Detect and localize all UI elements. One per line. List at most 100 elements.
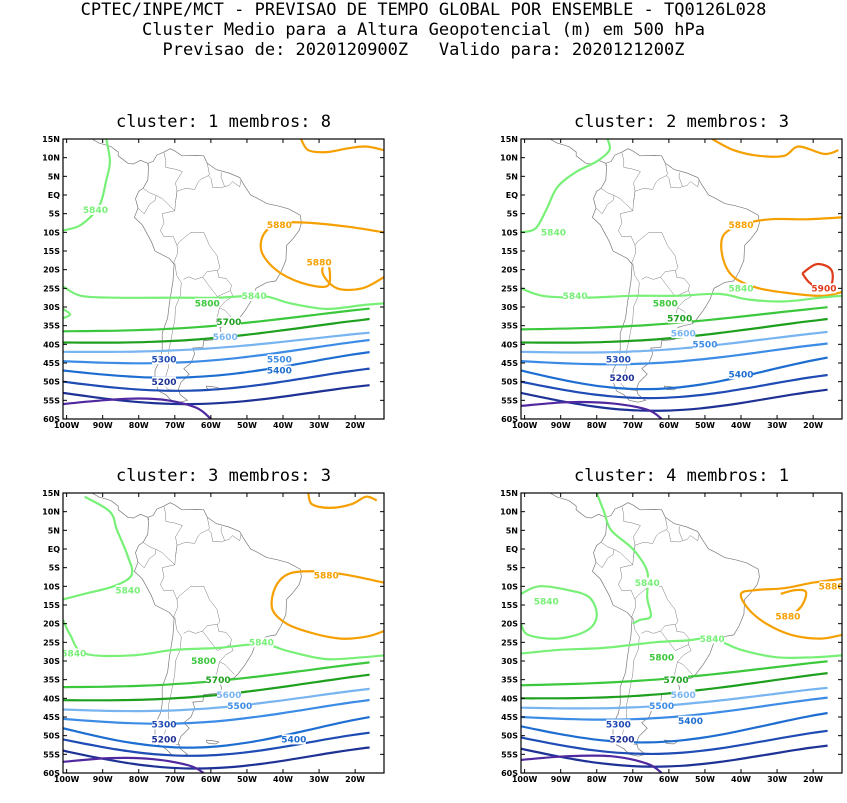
map-frame	[62, 138, 385, 420]
contour-label-bg	[206, 674, 231, 685]
contour-label: 5840	[728, 285, 753, 295]
contour-label: 5880	[307, 258, 332, 268]
lat-tick-label: 5S	[49, 210, 61, 219]
coastline-south-america	[591, 502, 760, 757]
contour-label: 5300	[151, 721, 176, 731]
lat-tick-label: 20S	[501, 266, 518, 275]
contour-label-bg	[151, 734, 176, 745]
contour-label-bg	[819, 581, 842, 592]
country-border	[216, 661, 220, 677]
contour-label-bg	[151, 376, 176, 387]
lon-tick-label: 80W	[587, 775, 607, 784]
lat-tick-label: 30S	[43, 657, 60, 666]
contour-label-bg	[775, 611, 800, 622]
country-border	[621, 152, 641, 203]
lat-tick-label: 45S	[43, 359, 60, 368]
lat-tick-label: 15N	[500, 135, 518, 144]
contour-label-bg	[534, 596, 559, 607]
country-border	[173, 586, 221, 634]
lon-tick-label: 30W	[767, 421, 787, 430]
lon-tick-label: 100W	[512, 421, 538, 430]
contour-line	[521, 585, 598, 640]
country-border	[595, 549, 633, 569]
lon-tick-label: 60W	[201, 775, 221, 784]
contour-label: 5700	[667, 314, 692, 324]
map-panel-1: cluster: 1 membros: 8 5840 5880 5880 5840 580…	[42, 112, 385, 430]
lat-tick-label: 15S	[501, 601, 518, 610]
lon-tick-label: 40W	[731, 421, 751, 430]
lon-tick-label: 70W	[623, 775, 643, 784]
contour-label-bg	[811, 283, 836, 294]
contour-label-bg	[307, 257, 332, 268]
lon-tick-label: 100W	[512, 775, 538, 784]
contour-line	[63, 756, 205, 773]
contour-label-bg	[635, 577, 660, 588]
contour-line	[521, 342, 828, 366]
contour-label: 5500	[692, 341, 717, 351]
contour-line	[259, 221, 384, 292]
contour-line	[63, 307, 370, 333]
country-border	[678, 526, 683, 541]
contour-label: 5700	[664, 676, 689, 686]
lat-tick-label: 5S	[49, 564, 61, 573]
contour-label-bg	[83, 204, 108, 215]
lon-tick-label: 50W	[237, 421, 257, 430]
lon-tick-label: 60W	[659, 421, 679, 430]
lat-tick-label: 60S	[43, 769, 60, 778]
contour-line	[521, 696, 828, 721]
coastline-central-america	[549, 493, 606, 519]
contour-label: 5600	[671, 691, 696, 701]
contour-label-bg	[678, 715, 703, 726]
contour-label: 5840	[249, 639, 274, 649]
contour-line	[521, 330, 828, 354]
lat-tick-label: 5N	[48, 172, 60, 181]
lat-tick-label: 10S	[501, 228, 518, 237]
contour-line	[595, 493, 653, 625]
contour-label-bg	[213, 331, 238, 342]
lat-tick-label: 30S	[43, 303, 60, 312]
contour-line	[63, 338, 370, 365]
contour-label: 5400	[281, 736, 306, 746]
contour-label-bg	[700, 633, 725, 644]
lat-tick-label: 50S	[501, 378, 518, 387]
lat-tick-label: 10S	[501, 582, 518, 591]
contour-label: 5500	[227, 702, 252, 712]
lat-tick-label: 10N	[500, 508, 518, 517]
contour-label-bg	[671, 689, 696, 700]
country-border	[160, 529, 209, 600]
contour-label: 5400	[728, 370, 753, 380]
lon-tick-label: 50W	[695, 421, 715, 430]
contour-line	[521, 729, 828, 756]
lon-tick-label: 100W	[54, 775, 80, 784]
lat-tick-label: 10N	[500, 154, 518, 163]
panel-title: cluster: 1 membros: 8	[116, 112, 331, 132]
country-border	[220, 172, 225, 187]
contour-label-bg	[541, 227, 566, 238]
lat-tick-label: EQ	[48, 191, 60, 200]
panel-title: cluster: 2 membros: 3	[574, 112, 789, 132]
contour-line	[63, 698, 370, 725]
country-border	[595, 195, 633, 215]
contour-line	[63, 139, 111, 232]
country-border	[202, 624, 232, 651]
contour-label: 5840	[242, 292, 267, 302]
contour-line	[63, 716, 370, 749]
contour-label-bg	[216, 689, 241, 700]
contour-label-bg	[729, 283, 754, 294]
contour-label: 5400	[678, 717, 703, 727]
contour-line	[739, 577, 842, 640]
lat-tick-label: 15S	[43, 247, 60, 256]
contour-label: 5200	[151, 378, 176, 388]
lat-tick-label: 25S	[43, 638, 60, 647]
lon-tick-label: 40W	[731, 775, 751, 784]
lon-tick-label: 40W	[273, 775, 293, 784]
lat-tick-label: 60S	[43, 415, 60, 424]
lat-tick-label: 10S	[43, 228, 60, 237]
lon-tick-label: 30W	[767, 775, 787, 784]
contour-label: 5600	[216, 691, 241, 701]
lon-tick-label: 20W	[803, 421, 823, 430]
contour-label: 5800	[649, 653, 674, 663]
contour-label-bg	[653, 298, 678, 309]
contour-line	[711, 139, 839, 158]
contour-line	[300, 139, 384, 154]
